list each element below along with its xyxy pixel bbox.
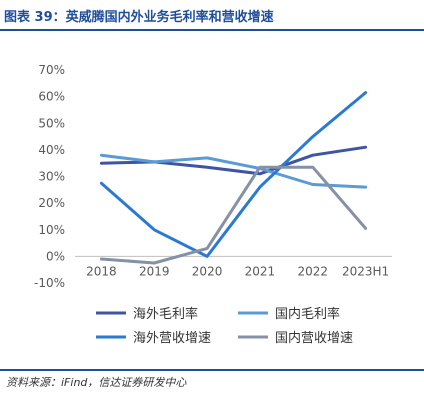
x-tick-label: 2019	[139, 264, 170, 278]
footer-rule	[0, 369, 424, 371]
legend-label: 国内营收增速	[275, 330, 353, 346]
y-tick-label: 60%	[38, 90, 65, 104]
x-tick-label: 2023H1	[342, 264, 389, 278]
chart-title: 图表 39：英威腾国内外业务毛利率和营收增速	[4, 10, 274, 25]
x-tick-label: 2020	[192, 264, 223, 278]
source-note: 资料来源：iFind，信达证券研发中心	[6, 376, 187, 389]
y-tick-label: 30%	[38, 170, 65, 184]
series-line-1	[99, 153, 368, 189]
line-chart: -10% 0% 10% 20% 30% 40% 50% 60% 70% 2018 2019 2020 2…	[34, 63, 392, 346]
y-tick-label: 70%	[38, 63, 65, 77]
legend-label: 国内毛利率	[275, 306, 340, 322]
x-tick-label: 2021	[245, 264, 276, 278]
title-rule	[0, 29, 424, 31]
series-line-3	[99, 165, 368, 265]
y-tick-label: 50%	[38, 116, 65, 130]
x-tick-label: 2018	[86, 264, 117, 278]
y-tick-label: 0%	[46, 249, 65, 263]
legend-label: 海外毛利率	[133, 306, 198, 322]
x-tick-label: 2022	[297, 264, 328, 278]
series-line-2	[99, 91, 368, 258]
y-tick-label: 20%	[38, 196, 65, 210]
y-tick-label: 40%	[38, 143, 65, 157]
y-tick-label: 10%	[38, 223, 65, 237]
legend-label: 海外营收增速	[133, 331, 211, 346]
y-tick-label: -10%	[34, 276, 65, 290]
